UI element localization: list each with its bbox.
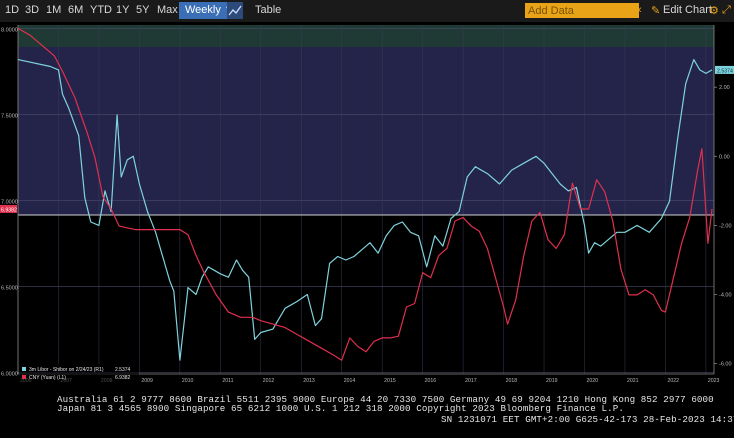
right-tick-label: 0.00 [719,154,730,160]
edit-pencil-icon: ✎ [651,5,661,17]
x-tick-label: 2012 [263,378,275,384]
left-tick-label: 7.0000 [1,199,18,205]
left-tick-label: 6.5000 [1,285,18,291]
last-value-tag-cny: 6.9382 [1,207,17,213]
legend-label: 3m Libor - Shibor on 2/24/23 (R1) [29,367,104,373]
chevron-left-icon[interactable]: ‹ [638,4,642,16]
last-value-tag-bg [715,65,734,74]
x-tick-label: 2021 [627,378,639,384]
x-tick-label: 2010 [182,378,194,384]
x-tick-label: 2016 [425,378,437,384]
right-tick-label: -4.00 [719,293,732,299]
left-tick-label: 7.5000 [1,113,18,119]
last-value-tag-libor: 2.5374 [717,68,733,74]
x-tick-label: 2023 [708,378,720,384]
legend-value: 2.5374 [115,367,131,373]
settings-icon[interactable]: ⚙ [709,5,719,17]
footer-session-line: SN 1231071 EET GMT+2:00 G625-42-173 28-F… [441,414,734,425]
right-tick-label: 2.00 [719,85,730,91]
frequency-dropdown[interactable]: Weekly ▼ [179,2,241,19]
range-1y[interactable]: 1Y [116,4,130,16]
left-axis: 8.0000 7.5000 7.0000 6.5000 6.0000 6.9382 [0,27,18,377]
x-tick-label: 2009 [141,378,153,384]
x-tick-label: 2011 [222,378,233,384]
legend-swatch [22,367,26,371]
expand-icon[interactable]: ⤢ [722,4,731,16]
chart-toolbar: 1D 3D 1M 6M YTD 1Y 5Y Max Weekly ▼ Table… [0,0,734,23]
footer-contacts-line2: Japan 81 3 4565 8900 Singapore 65 6212 1… [57,403,624,414]
series-line-1 [17,27,713,361]
add-data-input[interactable] [525,3,639,18]
series-lines [17,27,713,361]
x-tick-label: 2017 [465,378,477,384]
range-max[interactable]: Max [157,4,178,16]
right-tick-label: -2.00 [719,223,732,229]
range-5y[interactable]: 5Y [136,4,150,16]
legend-value: 6.9382 [115,375,131,381]
range-1d[interactable]: 1D [5,4,20,16]
upper-panel-background [18,25,714,215]
x-tick-label: 2022 [667,378,679,384]
range-3d[interactable]: 3D [25,4,40,16]
series-line-0 [17,58,713,361]
x-tick-label: 2015 [384,378,396,384]
legend-swatch [22,375,26,379]
range-6m[interactable]: 6M [68,4,84,16]
range-1m[interactable]: 1M [46,4,62,16]
grid-lines [17,25,715,375]
x-tick-label: 2020 [587,378,599,384]
edit-chart-button[interactable]: Edit Chart [663,4,712,16]
highlight-band [18,25,714,47]
x-tick-label: 2018 [506,378,518,384]
legend-label: CNY (Yuan) (L1) [29,375,66,381]
chart-area: 8.0000 7.5000 7.0000 6.5000 6.0000 6.9382 2.0… [0,22,734,394]
table-tab[interactable]: Table [255,4,282,16]
x-tick-label: 2013 [303,378,315,384]
legend: 3m Libor - Shibor on 2/24/23 (R1) 2.5374 C… [19,364,139,385]
legend-box [19,364,139,385]
range-ytd[interactable]: YTD [90,4,112,16]
x-tick-label: 2019 [546,378,558,384]
right-axis: 2.00 0.00 -2.00 -4.00 -6.00 2.5374 [714,65,734,368]
footer-contacts-line1: Australia 61 2 9777 8600 Brazil 5511 239… [57,394,714,405]
left-tick-label: 6.0000 [1,371,18,377]
last-value-tag-bg [0,204,17,213]
x-tick-label: 2014 [344,378,356,384]
left-tick-label: 8.0000 [1,27,18,33]
chart-type-icon[interactable] [227,2,243,19]
right-tick-label: -6.00 [719,362,732,368]
